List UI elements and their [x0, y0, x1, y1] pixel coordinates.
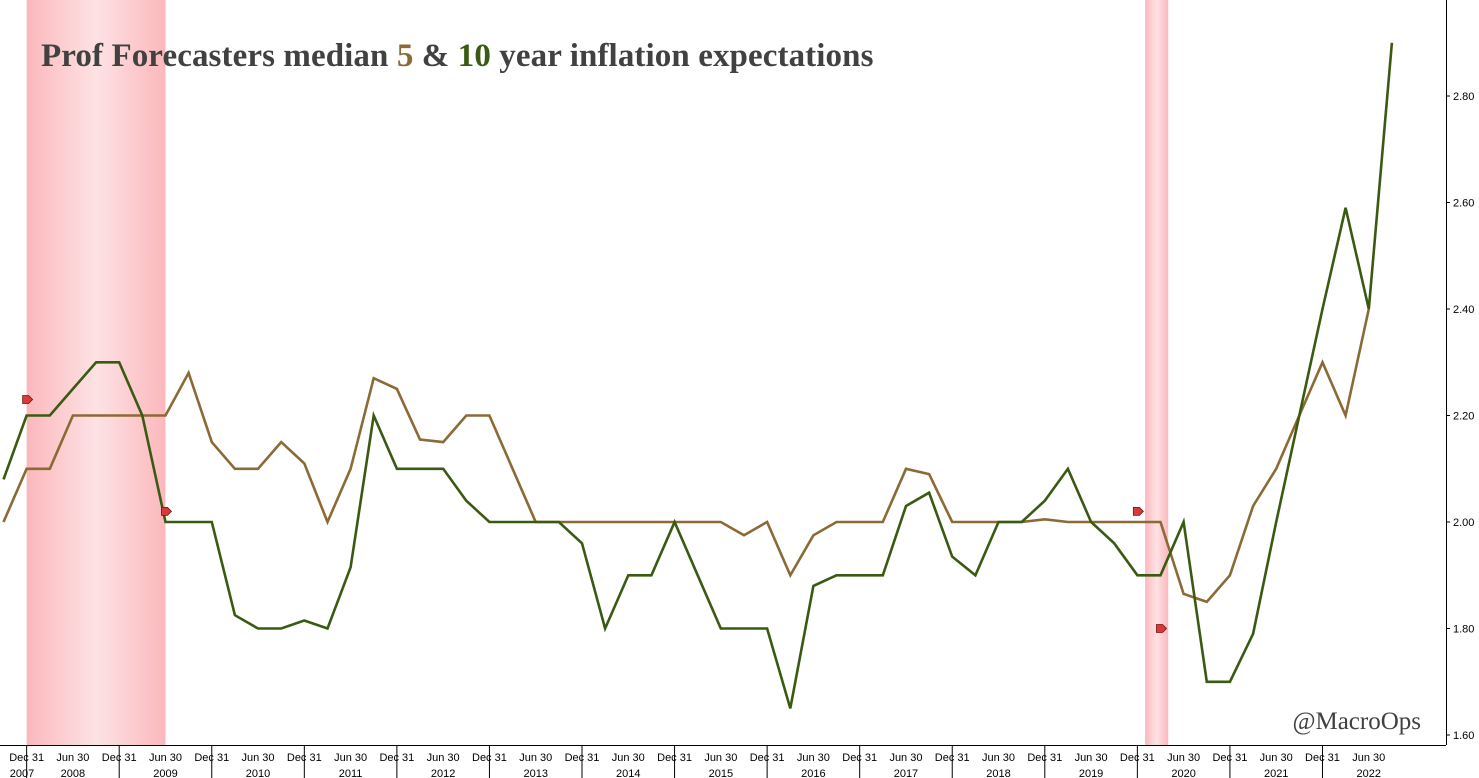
event-marker: [22, 395, 34, 404]
x-tick-label: Jun 30: [56, 752, 89, 764]
recession-bands: [26, 0, 1169, 745]
x-tick-label: Jun 30: [1075, 752, 1108, 764]
x-year-label: 2009: [153, 768, 177, 778]
x-year-label: 2019: [1079, 768, 1103, 778]
x-tick-label: Jun 30: [1167, 752, 1200, 764]
x-year-label: 2015: [709, 768, 733, 778]
title-amp: &: [413, 38, 458, 74]
x-year-label: 2021: [1264, 768, 1288, 778]
recession-band-2: [1145, 0, 1169, 745]
y-tick-label: 2.60: [1453, 198, 1474, 210]
event-marker: [1132, 506, 1144, 516]
x-year-label: 2011: [339, 768, 363, 778]
event-markers: [22, 395, 1168, 633]
x-tick-label: Jun 30: [704, 752, 737, 764]
title-five: 5: [396, 38, 414, 74]
x-year-label: 2010: [246, 768, 270, 778]
title-ten: 10: [457, 38, 491, 74]
x-tick-label: Jun 30: [242, 752, 275, 764]
chart-title: Prof Forecasters median 5 & 10 year infl…: [41, 38, 874, 75]
x-axis-ticks: Dec 31 Jun 30 Dec 31 Jun 30 Dec 31 Jun 30 Dec …: [9, 745, 1385, 778]
y-tick-label: 2.00: [1453, 517, 1474, 529]
x-tick-label: Jun 30: [519, 752, 552, 764]
x-year-label: 2008: [61, 768, 85, 778]
series-line-five-year: [2, 308, 1371, 604]
y-tick-label: 1.80: [1453, 624, 1474, 636]
y-axis-ticks: 1.60 1.80 2.00 2.20 2.40 2.60 2.80: [1446, 91, 1474, 742]
axes: [0, 0, 1447, 746]
x-year-label: 2014: [616, 768, 640, 778]
x-tick-label: Jun 30: [334, 752, 367, 764]
series-lines: [2, 42, 1394, 709]
event-marker: [161, 506, 173, 516]
x-year-label: 2017: [894, 768, 918, 778]
x-tick-label: Jun 30: [149, 752, 182, 764]
x-year-label: 2007: [10, 768, 34, 778]
x-year-label: 2013: [523, 768, 547, 778]
x-year-label: 2020: [1171, 768, 1195, 778]
x-tick-label: Jun 30: [982, 752, 1015, 764]
series-line-ten-year: [2, 42, 1394, 709]
x-year-label: 2022: [1357, 768, 1381, 778]
x-tick-label: Jun 30: [1352, 752, 1385, 764]
x-tick-label: Jun 30: [427, 752, 460, 764]
x-tick-label: Jun 30: [1260, 752, 1293, 764]
x-tick-label: Jun 30: [797, 752, 830, 764]
x-tick-label: Jun 30: [889, 752, 922, 764]
title-prefix: Prof Forecasters median: [41, 38, 397, 74]
x-year-label: 2012: [431, 768, 455, 778]
y-tick-label: 1.60: [1453, 730, 1474, 742]
x-tick-label: Jun 30: [612, 752, 645, 764]
y-tick-label: 2.40: [1453, 304, 1474, 316]
recession-band-1: [26, 0, 166, 745]
y-tick-label: 2.80: [1453, 91, 1474, 103]
y-tick-label: 2.20: [1453, 411, 1474, 423]
x-year-label: 2016: [801, 768, 825, 778]
event-marker: [1156, 624, 1168, 633]
watermark: @MacroOps: [1292, 708, 1421, 735]
title-suffix: year inflation expectations: [490, 38, 874, 74]
x-year-label: 2018: [986, 768, 1010, 778]
